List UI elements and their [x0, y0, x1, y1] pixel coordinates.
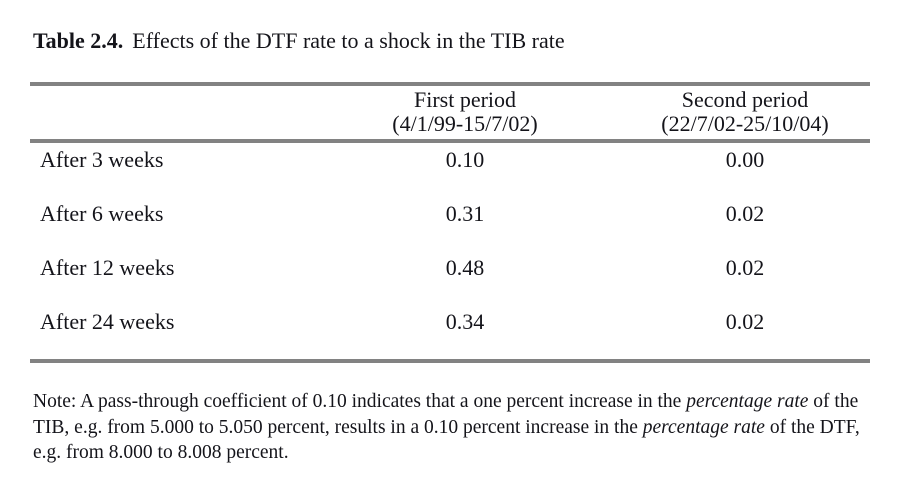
table-caption-number: Table 2.4. [33, 28, 124, 53]
header-second-period-title: Second period [681, 87, 809, 112]
value-first-period: 0.34 [310, 305, 620, 363]
note-text-1: Note: A pass-through coefficient of 0.10… [33, 391, 687, 412]
header-first-period: First period (4/1/99-15/7/02) [310, 82, 620, 143]
value-first-period: 0.10 [445, 147, 485, 172]
value-second-period: 0.02 [725, 201, 765, 226]
row-label: After 12 weeks [40, 255, 175, 280]
table-row-24-weeks: After 24 weeks 0.34 0.02 [30, 305, 870, 363]
table-body: After 3 weeks 0.10 0.00 After 6 weeks 0.… [30, 141, 870, 363]
note-italic-percentage-rate-2: percentage rate [642, 416, 765, 438]
table-caption-text: Effects of the DTF rate to a shock in th… [132, 28, 565, 53]
header-first-period-range: (4/1/99-15/7/02) [392, 111, 538, 136]
table-row-6-weeks: After 6 weeks 0.31 0.02 [30, 197, 870, 251]
header-second-period-range: (22/7/02-25/10/04) [661, 111, 829, 136]
header-second-period: Second period (22/7/02-25/10/04) [620, 82, 870, 143]
note-text-2: of the TIB, e.g. from 5.000 to 5.050 per… [33, 391, 859, 438]
header-row: First period (4/1/99-15/7/02) Second per… [30, 82, 870, 143]
effects-table: First period (4/1/99-15/7/02) Second per… [30, 82, 870, 363]
value-first-period: 0.48 [445, 255, 485, 280]
value-second-period: 0.00 [725, 147, 765, 172]
row-label: After 3 weeks [40, 147, 164, 172]
table-row-12-weeks: After 12 weeks 0.48 0.02 [30, 251, 870, 305]
table-note: Note: A pass-through coefficient of 0.10… [33, 389, 883, 466]
table-row-3-weeks: After 3 weeks 0.10 0.00 [30, 141, 870, 197]
value-first-period: 0.31 [445, 201, 485, 226]
table-caption: Table 2.4. Effects of the DTF rate to a s… [33, 28, 882, 54]
row-label: After 24 weeks [30, 305, 310, 363]
note-text-3: of the DTF, e.g. from 8.000 to 8.008 per… [33, 416, 860, 464]
row-label: After 6 weeks [40, 201, 164, 226]
value-second-period: 0.02 [725, 255, 765, 280]
value-second-period: 0.02 [620, 305, 870, 363]
header-first-period-title: First period [413, 87, 517, 112]
table-header: First period (4/1/99-15/7/02) Second per… [30, 82, 870, 143]
header-empty-cell [30, 82, 310, 143]
note-italic-percentage-rate-1: percentage rate [686, 391, 809, 412]
